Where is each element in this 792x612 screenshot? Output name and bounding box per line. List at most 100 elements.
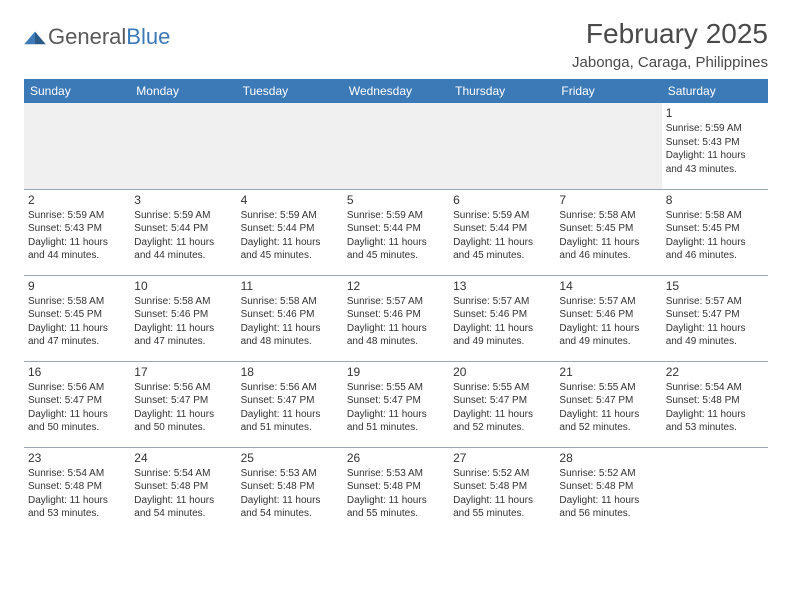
calendar-day: 26Sunrise: 5:53 AMSunset: 5:48 PMDayligh… bbox=[343, 447, 449, 533]
calendar-day: 5 Sunrise: 5:59 AMSunset: 5:44 PMDaylight… bbox=[343, 189, 449, 275]
day-number: 16 bbox=[28, 365, 126, 379]
day-number: 21 bbox=[559, 365, 657, 379]
calendar-day bbox=[449, 103, 555, 189]
calendar-day: 6 Sunrise: 5:59 AMSunset: 5:44 PMDaylight… bbox=[449, 189, 555, 275]
calendar-table: SundayMondayTuesdayWednesdayThursdayFrid… bbox=[24, 79, 768, 533]
calendar-body: 1 Sunrise: 5:59 AMSunset: 5:43 PMDaylight… bbox=[24, 103, 768, 533]
calendar-day: 15Sunrise: 5:57 AMSunset: 5:47 PMDayligh… bbox=[662, 275, 768, 361]
weekday-header: Monday bbox=[130, 79, 236, 103]
day-number: 4 bbox=[241, 193, 339, 207]
calendar-day: 4 Sunrise: 5:59 AMSunset: 5:44 PMDaylight… bbox=[237, 189, 343, 275]
day-details: Sunrise: 5:53 AMSunset: 5:48 PMDaylight:… bbox=[241, 467, 339, 521]
calendar-week: 9 Sunrise: 5:58 AMSunset: 5:45 PMDaylight… bbox=[24, 275, 768, 361]
page-title: February 2025 bbox=[572, 18, 768, 50]
day-details: Sunrise: 5:57 AMSunset: 5:46 PMDaylight:… bbox=[453, 295, 551, 349]
day-details: Sunrise: 5:56 AMSunset: 5:47 PMDaylight:… bbox=[241, 381, 339, 435]
day-details: Sunrise: 5:59 AMSunset: 5:43 PMDaylight:… bbox=[666, 122, 764, 176]
day-number: 13 bbox=[453, 279, 551, 293]
calendar-day: 12 Sunrise: 5:57 AMSunset: 5:46 PMDayligh… bbox=[343, 275, 449, 361]
day-details: Sunrise: 5:58 AMSunset: 5:46 PMDaylight:… bbox=[241, 295, 339, 349]
day-details: Sunrise: 5:55 AMSunset: 5:47 PMDaylight:… bbox=[453, 381, 551, 435]
day-number: 11 bbox=[241, 279, 339, 293]
calendar-day: 11 Sunrise: 5:58 AMSunset: 5:46 PMDayligh… bbox=[237, 275, 343, 361]
day-details: Sunrise: 5:56 AMSunset: 5:47 PMDaylight:… bbox=[134, 381, 232, 435]
logo-text-blue: Blue bbox=[126, 24, 170, 49]
calendar-week: 1 Sunrise: 5:59 AMSunset: 5:43 PMDaylight… bbox=[24, 103, 768, 189]
calendar-day: 18 Sunrise: 5:56 AMSunset: 5:47 PMDayligh… bbox=[237, 361, 343, 447]
title-block: February 2025 Jabonga, Caraga, Philippin… bbox=[572, 18, 768, 71]
day-number: 26 bbox=[347, 451, 445, 465]
calendar-day bbox=[237, 103, 343, 189]
day-number: 12 bbox=[347, 279, 445, 293]
day-number: 9 bbox=[28, 279, 126, 293]
day-details: Sunrise: 5:52 AMSunset: 5:48 PMDaylight:… bbox=[559, 467, 657, 521]
day-details: Sunrise: 5:59 AMSunset: 5:43 PMDaylight:… bbox=[28, 209, 126, 263]
day-details: Sunrise: 5:55 AMSunset: 5:47 PMDaylight:… bbox=[559, 381, 657, 435]
calendar-week: 2 Sunrise: 5:59 AMSunset: 5:43 PMDaylight… bbox=[24, 189, 768, 275]
calendar-day: 24Sunrise: 5:54 AMSunset: 5:48 PMDayligh… bbox=[130, 447, 236, 533]
weekday-header: Thursday bbox=[449, 79, 555, 103]
day-number: 19 bbox=[347, 365, 445, 379]
calendar-day bbox=[662, 447, 768, 533]
logo-text-gray: General bbox=[48, 24, 126, 49]
calendar-day: 20 Sunrise: 5:55 AMSunset: 5:47 PMDayligh… bbox=[449, 361, 555, 447]
day-details: Sunrise: 5:54 AMSunset: 5:48 PMDaylight:… bbox=[134, 467, 232, 521]
day-details: Sunrise: 5:59 AMSunset: 5:44 PMDaylight:… bbox=[134, 209, 232, 263]
calendar-day: 21 Sunrise: 5:55 AMSunset: 5:47 PMDayligh… bbox=[555, 361, 661, 447]
day-number: 27 bbox=[453, 451, 551, 465]
logo-text: GeneralBlue bbox=[48, 24, 170, 50]
logo: GeneralBlue bbox=[24, 18, 170, 50]
day-details: Sunrise: 5:56 AMSunset: 5:47 PMDaylight:… bbox=[28, 381, 126, 435]
calendar-day bbox=[130, 103, 236, 189]
day-number: 3 bbox=[134, 193, 232, 207]
day-number: 23 bbox=[28, 451, 126, 465]
calendar-day bbox=[343, 103, 449, 189]
day-number: 14 bbox=[559, 279, 657, 293]
calendar-day: 14Sunrise: 5:57 AMSunset: 5:46 PMDayligh… bbox=[555, 275, 661, 361]
day-details: Sunrise: 5:59 AMSunset: 5:44 PMDaylight:… bbox=[453, 209, 551, 263]
day-number: 22 bbox=[666, 365, 764, 379]
calendar-day: 19 Sunrise: 5:55 AMSunset: 5:47 PMDayligh… bbox=[343, 361, 449, 447]
day-details: Sunrise: 5:52 AMSunset: 5:48 PMDaylight:… bbox=[453, 467, 551, 521]
day-details: Sunrise: 5:58 AMSunset: 5:46 PMDaylight:… bbox=[134, 295, 232, 349]
day-number: 8 bbox=[666, 193, 764, 207]
day-details: Sunrise: 5:55 AMSunset: 5:47 PMDaylight:… bbox=[347, 381, 445, 435]
day-number: 2 bbox=[28, 193, 126, 207]
weekday-header: Saturday bbox=[662, 79, 768, 103]
calendar-day: 16 Sunrise: 5:56 AMSunset: 5:47 PMDayligh… bbox=[24, 361, 130, 447]
calendar-day: 9 Sunrise: 5:58 AMSunset: 5:45 PMDaylight… bbox=[24, 275, 130, 361]
weekday-header: Tuesday bbox=[237, 79, 343, 103]
day-details: Sunrise: 5:59 AMSunset: 5:44 PMDaylight:… bbox=[347, 209, 445, 263]
day-number: 17 bbox=[134, 365, 232, 379]
day-details: Sunrise: 5:58 AMSunset: 5:45 PMDaylight:… bbox=[28, 295, 126, 349]
day-number: 20 bbox=[453, 365, 551, 379]
day-details: Sunrise: 5:54 AMSunset: 5:48 PMDaylight:… bbox=[666, 381, 764, 435]
calendar-day: 1 Sunrise: 5:59 AMSunset: 5:43 PMDaylight… bbox=[662, 103, 768, 189]
day-number: 1 bbox=[666, 106, 764, 120]
calendar-day: 27 Sunrise: 5:52 AMSunset: 5:48 PMDayligh… bbox=[449, 447, 555, 533]
day-number: 7 bbox=[559, 193, 657, 207]
calendar-day: 25Sunrise: 5:53 AMSunset: 5:48 PMDayligh… bbox=[237, 447, 343, 533]
day-number: 15 bbox=[666, 279, 764, 293]
day-details: Sunrise: 5:54 AMSunset: 5:48 PMDaylight:… bbox=[28, 467, 126, 521]
calendar-day: 7Sunrise: 5:58 AMSunset: 5:45 PMDaylight… bbox=[555, 189, 661, 275]
calendar-day: 28Sunrise: 5:52 AMSunset: 5:48 PMDayligh… bbox=[555, 447, 661, 533]
calendar-week: 16 Sunrise: 5:56 AMSunset: 5:47 PMDayligh… bbox=[24, 361, 768, 447]
calendar-week: 23 Sunrise: 5:54 AMSunset: 5:48 PMDayligh… bbox=[24, 447, 768, 533]
day-number: 18 bbox=[241, 365, 339, 379]
day-number: 10 bbox=[134, 279, 232, 293]
calendar-day: 8Sunrise: 5:58 AMSunset: 5:45 PMDaylight… bbox=[662, 189, 768, 275]
logo-icon bbox=[24, 28, 46, 46]
calendar-day: 3 Sunrise: 5:59 AMSunset: 5:44 PMDaylight… bbox=[130, 189, 236, 275]
calendar-day: 10 Sunrise: 5:58 AMSunset: 5:46 PMDayligh… bbox=[130, 275, 236, 361]
weekday-header-row: SundayMondayTuesdayWednesdayThursdayFrid… bbox=[24, 79, 768, 103]
day-number: 6 bbox=[453, 193, 551, 207]
calendar-day bbox=[555, 103, 661, 189]
day-details: Sunrise: 5:57 AMSunset: 5:46 PMDaylight:… bbox=[347, 295, 445, 349]
calendar-day: 2 Sunrise: 5:59 AMSunset: 5:43 PMDaylight… bbox=[24, 189, 130, 275]
calendar-day: 17 Sunrise: 5:56 AMSunset: 5:47 PMDayligh… bbox=[130, 361, 236, 447]
calendar-day: 23 Sunrise: 5:54 AMSunset: 5:48 PMDayligh… bbox=[24, 447, 130, 533]
day-details: Sunrise: 5:59 AMSunset: 5:44 PMDaylight:… bbox=[241, 209, 339, 263]
day-number: 5 bbox=[347, 193, 445, 207]
location: Jabonga, Caraga, Philippines bbox=[572, 54, 768, 71]
